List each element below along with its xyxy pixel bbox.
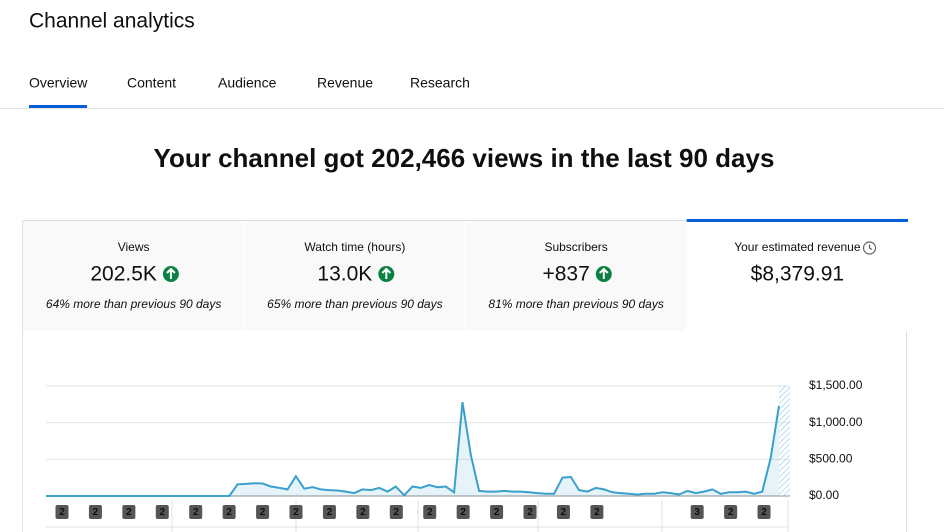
y-tick-label: $1,000.00 — [809, 415, 863, 429]
tab[interactable]: Revenue — [317, 75, 373, 91]
annotation-label: 2 — [527, 507, 533, 518]
annotation-label: 2 — [360, 507, 366, 518]
annotation-label: 2 — [59, 507, 65, 518]
selected-indicator — [686, 219, 908, 222]
annotation-marker[interactable] — [289, 505, 303, 519]
annotation-marker[interactable] — [356, 505, 370, 519]
metric-label: Views — [118, 240, 150, 254]
annotation-label: 2 — [460, 507, 466, 518]
annotation-marker[interactable] — [222, 505, 236, 519]
metric-value: +837 — [542, 263, 589, 286]
annotation-marker[interactable] — [322, 505, 336, 519]
annotation-marker[interactable] — [122, 505, 136, 519]
annotation-label: 2 — [561, 507, 567, 518]
y-tick-label: $1,500.00 — [809, 378, 863, 392]
annotation-marker[interactable] — [423, 505, 437, 519]
metric-note: 64% more than previous 90 days — [46, 297, 221, 311]
revenue-line — [46, 401, 780, 497]
metric-value: 13.0K — [317, 263, 372, 286]
metric-label: Your estimated revenue — [734, 240, 861, 254]
tab[interactable]: Research — [410, 75, 470, 91]
up-arrow-glyph — [381, 267, 392, 279]
tab-underline — [29, 105, 87, 108]
metric-card[interactable] — [244, 221, 465, 331]
annotation-label: 2 — [126, 507, 132, 518]
metric-card[interactable] — [23, 221, 244, 331]
annotation-marker[interactable] — [523, 505, 537, 519]
annotation-marker[interactable] — [590, 505, 604, 519]
annotation-marker[interactable] — [389, 505, 403, 519]
annotation-marker[interactable] — [55, 505, 69, 519]
annotation-label: 2 — [761, 507, 767, 518]
headline: Your channel got 202,466 views in the la… — [154, 143, 775, 173]
metric-value: 202.5K — [90, 263, 157, 286]
metric-card[interactable] — [686, 221, 907, 331]
annotation-label: 2 — [260, 507, 266, 518]
annotation-marker[interactable] — [189, 505, 203, 519]
annotation-label: 2 — [193, 507, 199, 518]
annotation-label: 2 — [293, 507, 299, 518]
info-clock-icon — [862, 241, 877, 255]
clock-hands — [868, 244, 873, 251]
annotation-label: 2 — [394, 507, 400, 518]
metric-note: 81% more than previous 90 days — [488, 297, 663, 311]
metric-value: $8,379.91 — [751, 263, 844, 286]
metric-label: Subscribers — [544, 240, 607, 254]
annotation-label: 2 — [226, 507, 232, 518]
up-arrow-glyph — [166, 267, 176, 279]
page-title: Channel analytics — [29, 10, 195, 33]
annotation-label: 2 — [594, 507, 600, 518]
tab[interactable]: Audience — [218, 75, 277, 91]
metric-note: 65% more than previous 90 days — [267, 297, 442, 311]
annotation-label: 2 — [327, 507, 333, 518]
annotation-marker[interactable] — [256, 505, 270, 519]
y-tick-label: $500.00 — [809, 452, 853, 466]
annotation-marker[interactable] — [690, 505, 704, 519]
annotation-marker[interactable] — [757, 505, 771, 519]
metric-label: Watch time (hours) — [304, 240, 405, 254]
annotation-marker[interactable] — [490, 505, 504, 519]
annotation-marker[interactable] — [155, 505, 169, 519]
annotation-label: 2 — [93, 507, 99, 518]
partial-data-hatch — [779, 386, 790, 496]
metric-card[interactable] — [465, 221, 686, 331]
annotation-label: 2 — [728, 507, 734, 518]
annotation-marker[interactable] — [724, 505, 738, 519]
up-arrow-glyph — [599, 267, 609, 279]
annotation-label: 2 — [494, 507, 500, 518]
tab[interactable]: Content — [127, 75, 176, 91]
annotation-label: 3 — [694, 507, 700, 518]
annotation-marker[interactable] — [88, 505, 102, 519]
annotation-label: 2 — [427, 507, 433, 518]
y-tick-label: $0.00 — [809, 488, 839, 502]
annotation-marker[interactable] — [456, 505, 470, 519]
annotation-label: 2 — [160, 507, 166, 518]
tab[interactable]: Overview — [29, 75, 88, 91]
annotation-marker[interactable] — [556, 505, 570, 519]
